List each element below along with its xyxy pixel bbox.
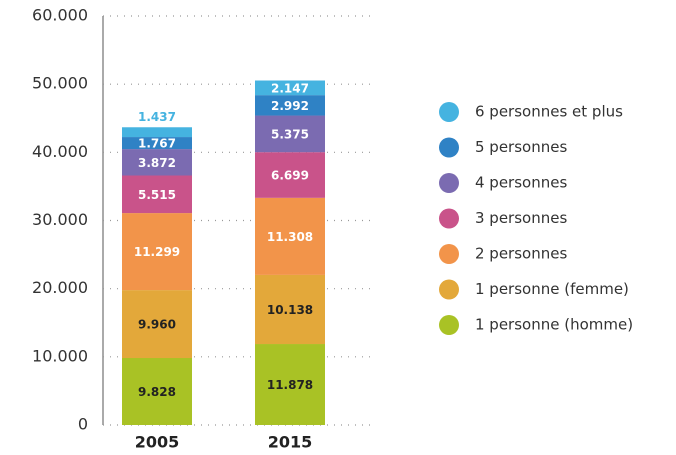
x-tick-label: 2005 <box>135 433 180 452</box>
value-label: 9.828 <box>138 385 176 399</box>
legend-label: 4 personnes <box>475 174 567 192</box>
value-label: 1.767 <box>138 137 176 151</box>
value-label: 3.872 <box>138 156 176 170</box>
value-label: 2.992 <box>271 99 309 113</box>
legend-label: 5 personnes <box>475 138 567 156</box>
legend-marker <box>439 279 459 300</box>
bar-segment <box>255 80 325 96</box>
legend-marker <box>439 315 459 335</box>
value-label: 9.960 <box>138 318 176 332</box>
value-label: 10.138 <box>267 303 313 317</box>
y-tick-label: 20.000 <box>32 278 88 297</box>
y-tick-label: 60.000 <box>32 6 88 25</box>
legend-label: 1 personne (homme) <box>475 316 633 334</box>
legend-label: 3 personnes <box>475 209 567 227</box>
y-tick-label: 0 <box>78 415 88 434</box>
y-tick-label: 50.000 <box>32 74 88 93</box>
bar-segment <box>122 137 192 150</box>
bar-segment <box>122 358 192 425</box>
value-label: 5.375 <box>271 127 309 141</box>
legend-marker <box>439 173 459 193</box>
value-label: 6.699 <box>271 169 309 183</box>
y-tick-label: 40.000 <box>32 142 88 161</box>
y-tick-label: 30.000 <box>32 210 88 229</box>
y-tick-label: 10.000 <box>32 346 88 365</box>
bar-segment <box>255 197 325 275</box>
legend-label: 6 personnes et plus <box>475 103 623 121</box>
bar-segment <box>255 152 325 198</box>
legend-marker <box>439 102 459 122</box>
value-label: 11.878 <box>267 378 313 392</box>
value-label: 2.147 <box>271 81 309 95</box>
bar-segment <box>122 127 192 138</box>
bar-segment <box>122 149 192 176</box>
bar-segment <box>255 344 325 425</box>
legend-label: 2 personnes <box>475 245 567 263</box>
bar-segment <box>255 274 325 345</box>
value-label: 1.437 <box>138 110 176 124</box>
legend-label: 1 personne (femme) <box>475 280 629 298</box>
value-label: 5.515 <box>138 188 176 202</box>
bar-segment <box>122 213 192 291</box>
bar-segment <box>255 95 325 116</box>
bar-segment <box>122 290 192 359</box>
value-label: 11.308 <box>267 230 313 244</box>
bar-segment <box>122 175 192 214</box>
bar-segment <box>255 115 325 153</box>
value-label: 11.299 <box>134 245 180 259</box>
legend-marker <box>439 244 459 264</box>
legend-marker <box>439 208 459 229</box>
x-tick-label: 2015 <box>268 433 313 452</box>
legend-marker <box>439 137 459 158</box>
